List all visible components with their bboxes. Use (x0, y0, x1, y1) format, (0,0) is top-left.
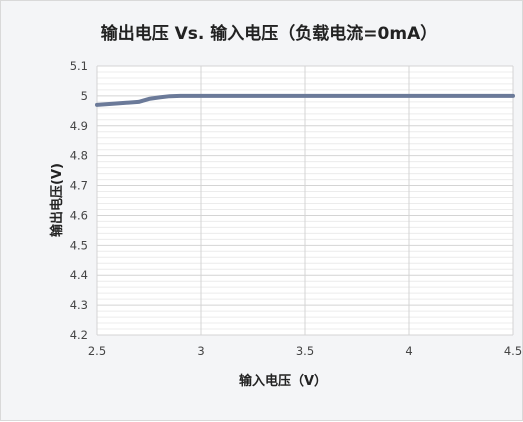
y-axis-title: 输出电压(V) (49, 163, 65, 237)
x-tick-label: 4 (405, 344, 412, 358)
series-layer (95, 93, 515, 107)
x-tick-label: 3 (197, 344, 204, 358)
y-tick-label: 4.5 (70, 238, 88, 252)
y-tick-label: 5 (81, 89, 88, 103)
y-axis-ticks: 4.2 4.3 4.4 4.5 4.6 4.7 4.8 4.9 5 5.1 (70, 59, 88, 342)
y-tick-label: 4.9 (70, 119, 88, 133)
x-axis-title: 输入电压（V） (239, 373, 327, 389)
x-tick-label: 3.5 (296, 344, 314, 358)
y-tick-label: 4.8 (70, 149, 88, 163)
y-tick-label: 4.2 (70, 328, 88, 342)
y-tick-label: 4.3 (70, 298, 88, 312)
x-tick-label: 4.5 (504, 344, 522, 358)
y-tick-label: 4.6 (70, 208, 88, 222)
y-tick-label: 5.1 (70, 59, 88, 73)
y-tick-label: 4.4 (70, 268, 88, 282)
x-axis-ticks: 2.5 3 3.5 4 4.5 (88, 344, 522, 358)
series-line (95, 93, 515, 107)
y-tick-label: 4.7 (70, 179, 88, 193)
chart-title: 输出电压 Vs. 输入电压（负载电流=0mA） (101, 23, 438, 44)
x-tick-label: 2.5 (88, 344, 106, 358)
